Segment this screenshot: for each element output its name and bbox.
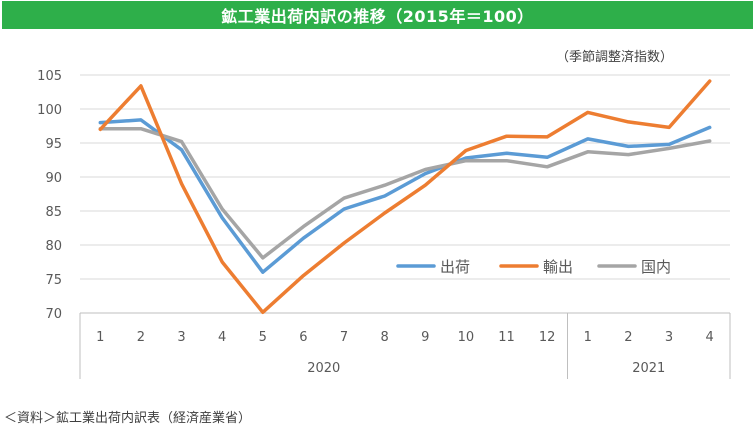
legend-label: 輸出 [543,258,573,276]
x-tick-label: 4 [218,330,226,345]
y-tick-label: 100 [37,103,62,118]
series-line [98,79,712,315]
y-tick-label: 75 [45,273,62,288]
x-tick-label: 11 [498,330,515,345]
y-tick-label: 90 [45,171,62,186]
x-tick-label: 7 [340,330,348,345]
x-tick-label: 1 [96,330,104,345]
y-tick-label: 105 [37,69,62,84]
x-tick-label: 3 [665,330,673,345]
x-tick-label: 5 [259,330,267,345]
x-tick-label: 3 [177,330,185,345]
year-label: 2020 [307,361,340,376]
chart-title: 鉱工業出荷内訳の推移（2015年＝100） [221,7,534,26]
y-tick-label: 95 [45,137,62,152]
legend-label: 出荷 [440,258,470,276]
y-tick-label: 80 [45,239,62,254]
x-tick-label: 1 [584,330,592,345]
unit-note: （季節調整済指数） [556,50,674,65]
series-line [98,126,712,260]
legend-label: 国内 [641,258,671,276]
y-tick-label: 70 [45,307,62,322]
x-tick-label: 8 [381,330,389,345]
y-tick-label: 85 [45,205,62,220]
source-note: ＜資料＞鉱工業出荷内訳表（経済産業省） [4,411,252,426]
x-tick-label: 2 [137,330,145,345]
x-tick-label: 9 [421,330,429,345]
series-line [98,118,712,274]
x-tick-label: 2 [624,330,632,345]
year-label: 2021 [632,361,665,376]
x-tick-label: 6 [299,330,307,345]
x-tick-label: 12 [539,330,556,345]
chart-title-bar: 鉱工業出荷内訳の推移（2015年＝100） [2,1,753,29]
x-tick-label: 4 [706,330,714,345]
x-tick-label: 10 [458,330,475,345]
